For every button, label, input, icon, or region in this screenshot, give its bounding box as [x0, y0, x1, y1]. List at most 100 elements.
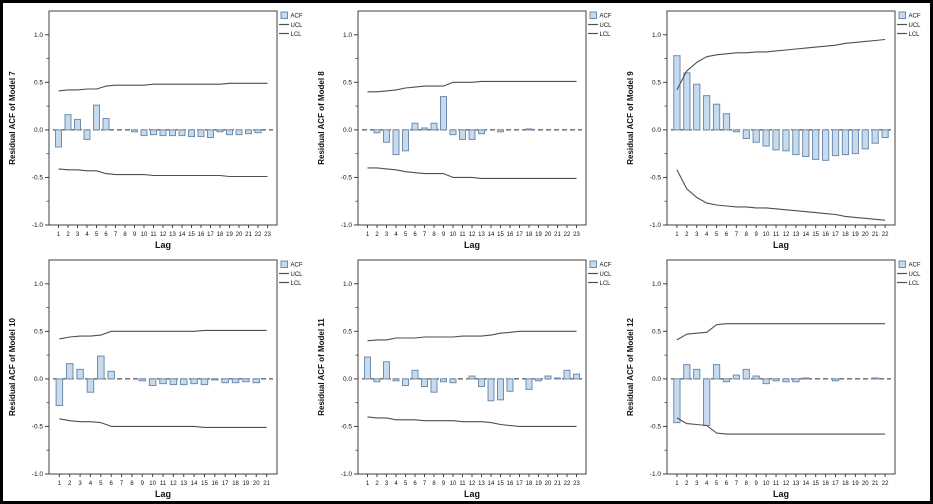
x-tick-label: 10 — [450, 232, 457, 238]
acf-panel-model-10: 1.0 0.5 0.0 -0.5 -1.0 1 2 3 4 5 6 7 8 9 10 11 12 13 14 15 16… — [3, 252, 312, 501]
x-tick-label: 9 — [133, 232, 137, 238]
x-tick-label: 17 — [832, 232, 839, 238]
x-tick-label: 11 — [773, 481, 780, 487]
acf-bar — [802, 129, 810, 158]
acf-bar — [207, 129, 214, 138]
x-tick-label: 18 — [842, 481, 849, 487]
x-tick-label: 6 — [725, 481, 729, 487]
acf-bar — [554, 377, 561, 380]
acf-bar — [364, 356, 371, 380]
legend: ACF UCL LCL — [279, 260, 303, 287]
acf-bar — [573, 373, 580, 380]
x-tick-label: 19 — [852, 232, 859, 238]
acf-bar — [402, 378, 409, 387]
x-tick-label: 14 — [191, 481, 198, 487]
acf-bar — [782, 378, 790, 383]
acf-chart-model-9: 1.00.50.0-0.5-1.01 2 3 4 5 6 7 8 9 10 11 12 13 14 15 16… — [626, 10, 922, 250]
acf-bar — [421, 378, 428, 387]
x-tick-label: 9 — [141, 481, 145, 487]
acf-bar — [497, 129, 504, 133]
x-tick-label: 11 — [773, 232, 780, 238]
acf-bar — [487, 378, 495, 402]
acf-bar — [392, 129, 400, 156]
x-tick-label: 10 — [763, 481, 770, 487]
y-tick-label: 0.0 — [652, 376, 661, 383]
x-tick-label: 2 — [375, 481, 379, 487]
acf-bar — [179, 378, 188, 386]
legend-acf-swatch-icon — [280, 260, 288, 268]
lcl-line — [676, 417, 886, 435]
y-tick-label: 1.0 — [343, 32, 352, 39]
acf-bar — [722, 113, 731, 131]
acf-chart-model-12: 1.00.50.0-0.5-1.01 2 3 4 5 6 7 8 9 10 11 12 13 14 15 16… — [626, 259, 921, 499]
acf-bar — [732, 374, 741, 380]
x-tick-label: 4 — [394, 481, 398, 487]
acf-bar — [430, 122, 438, 131]
x-tick-label: 12 — [783, 232, 790, 238]
acf-panel-model-12: 1.0 0.5 0.0 -0.5 -1.0 1 2 3 4 5 6 7 8 9 10 11 12 13 14 15 16… — [621, 252, 930, 501]
y-tick-label: -1.0 — [341, 471, 353, 478]
acf-bar — [226, 129, 233, 136]
x-tick-label: 17 — [516, 481, 523, 487]
plot-area-border — [357, 259, 587, 475]
acf-bar — [55, 378, 64, 407]
legend-acf-label: ACF — [909, 263, 921, 269]
x-tick-label: 19 — [535, 232, 542, 238]
legend-lcl-label: LCL — [291, 32, 303, 38]
x-tick-label: 23 — [573, 481, 580, 487]
x-axis-label: Lag — [155, 240, 171, 250]
x-tick-label: 3 — [78, 481, 82, 487]
x-tick-label: 16 — [822, 481, 829, 487]
acf-bar — [762, 378, 770, 385]
x-tick-label: 21 — [872, 232, 879, 238]
acf-bar — [150, 129, 157, 136]
x-tick-label: 12 — [783, 481, 790, 487]
acf-bar — [468, 375, 476, 380]
y-tick-label: -0.5 — [341, 424, 353, 431]
acf-bar — [459, 129, 466, 140]
legend: ACF UCL LCL — [588, 11, 612, 38]
acf-panel-model-9: 1.0 0.5 0.0 -0.5 -1.0 1 2 3 4 5 6 7 8 9 10 11 12 13 14 15 16… — [621, 3, 930, 252]
x-tick-label: 8 — [123, 232, 127, 238]
acf-bar — [188, 129, 195, 138]
x-tick-label: 2 — [66, 232, 70, 238]
x-tick-label: 23 — [264, 232, 271, 238]
acf-bar — [821, 129, 830, 161]
plot-area-border — [357, 10, 587, 226]
legend-ucl-label: UCL — [909, 23, 922, 29]
x-tick-label: 15 — [497, 232, 504, 238]
x-tick-label: 7 — [735, 232, 739, 238]
acf-bar — [802, 377, 810, 380]
x-tick-label: 14 — [802, 481, 809, 487]
x-tick-label: 20 — [862, 232, 869, 238]
x-tick-label: 14 — [488, 481, 495, 487]
acf-bar — [131, 129, 138, 133]
plot-area-border — [48, 259, 278, 475]
x-tick-label: 18 — [526, 481, 533, 487]
acf-bar — [703, 378, 711, 426]
acf-bar — [563, 369, 571, 380]
x-tick-label: 5 — [715, 232, 719, 238]
x-tick-label: 21 — [245, 232, 252, 238]
acf-bar — [373, 129, 381, 134]
lcl-line — [59, 418, 267, 428]
lcl-line — [58, 168, 268, 178]
x-tick-label: 10 — [141, 232, 148, 238]
y-axis-label: Residual ACF of Model 9 — [626, 71, 635, 165]
x-tick-label: 22 — [882, 481, 889, 487]
x-tick-label: 20 — [236, 232, 243, 238]
acf-bar — [478, 129, 485, 135]
x-tick-label: 18 — [842, 232, 849, 238]
acf-bar — [762, 129, 770, 147]
ucl-line — [58, 82, 268, 92]
acf-bar — [254, 129, 262, 134]
acf-bar — [373, 378, 381, 383]
x-tick-label: 16 — [507, 232, 514, 238]
acf-bar — [851, 129, 859, 155]
x-tick-label: 7 — [735, 481, 739, 487]
x-tick-label: 11 — [459, 481, 466, 487]
acf-bar — [235, 129, 243, 136]
x-tick-label: 7 — [120, 481, 124, 487]
x-tick-label: 2 — [685, 232, 689, 238]
